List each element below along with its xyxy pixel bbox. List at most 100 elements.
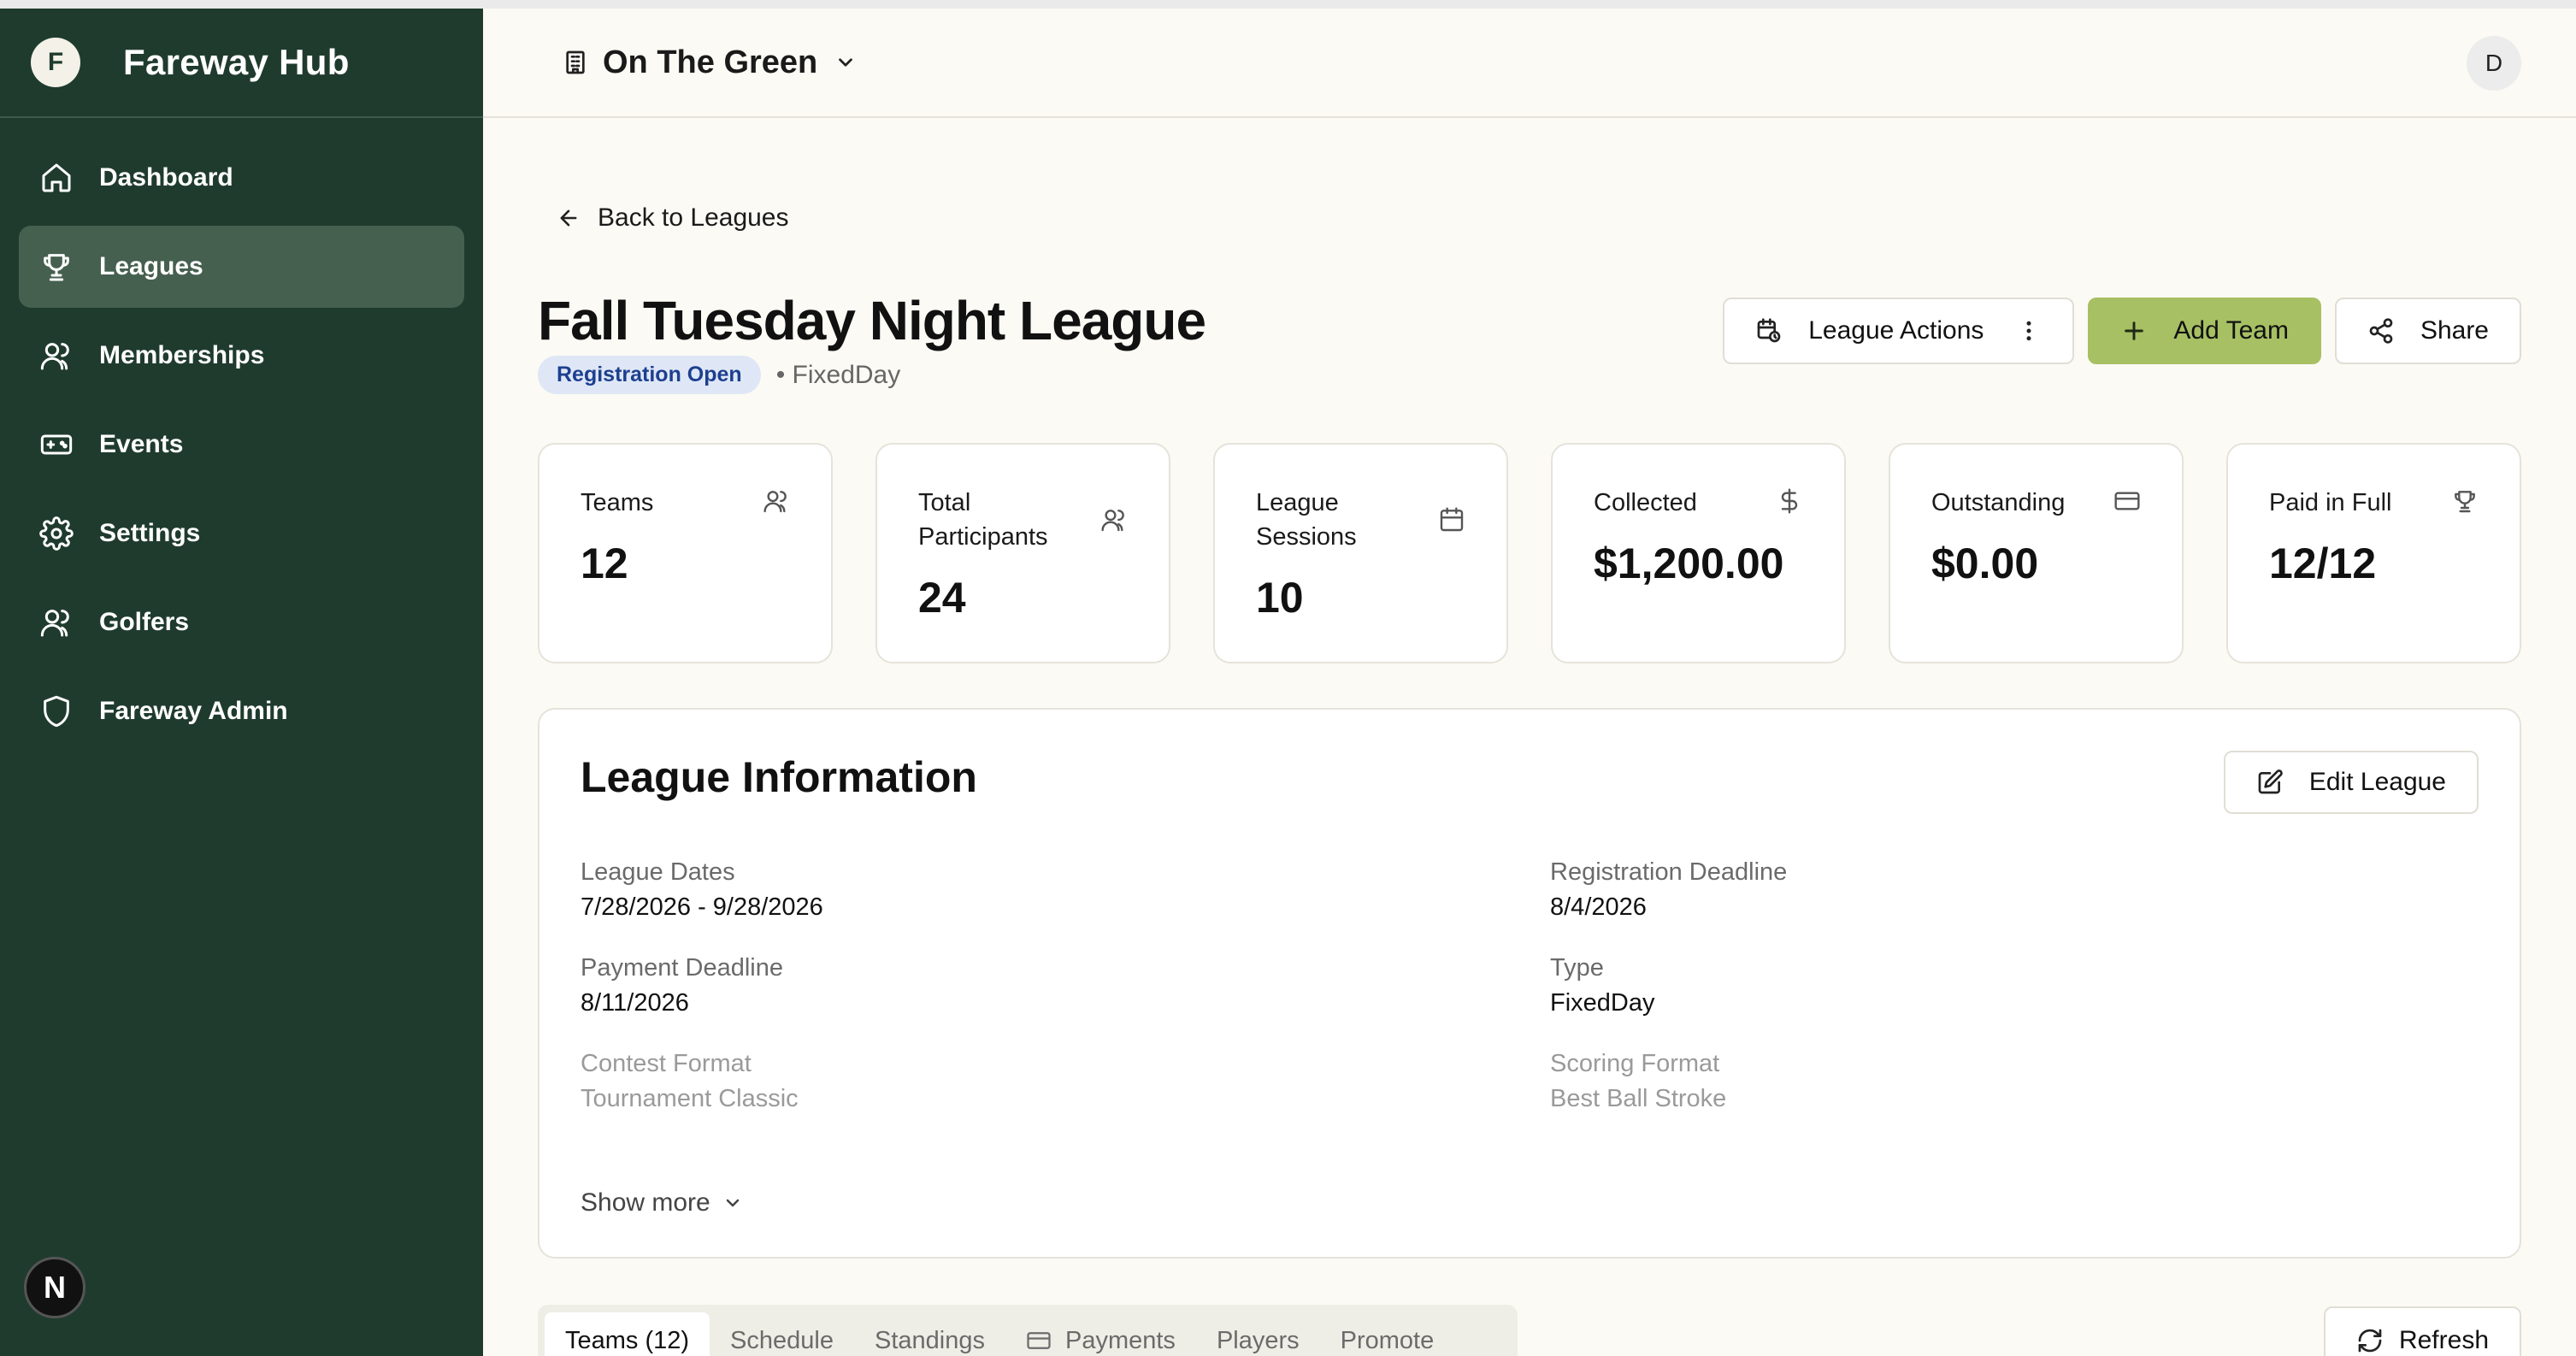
sidebar-item-golfers[interactable]: Golfers [19,581,464,663]
sidebar-item-leagues[interactable]: Leagues [19,226,464,308]
shield-icon [44,695,69,728]
league-actions-label: League Actions [1808,316,1984,345]
gear-icon [39,516,74,551]
sidebar-item-fareway-admin[interactable]: Fareway Admin [19,670,464,752]
refresh-label: Refresh [2398,1326,2489,1354]
sidebar-item-events[interactable]: Events [19,404,464,486]
org-name: On The Green [603,44,818,80]
status-badge: Registration Open [538,356,761,394]
tab-standings[interactable]: Standings [874,1326,985,1354]
dev-tools-badge[interactable]: N [24,1257,85,1318]
stat-value: $1,200.00 [1594,539,1784,587]
home-icon [42,163,71,192]
page-title: Fall Tuesday Night League [538,290,1206,351]
org-switcher[interactable]: On The Green [562,44,857,81]
sidebar-item-dashboard[interactable]: Dashboard [19,137,464,219]
field-value: 8/4/2026 [1550,893,1647,921]
field-league-dates: League Dates 7/28/2026 - 9/28/2026 [581,858,823,922]
stat-label: Teams [581,489,654,516]
back-link[interactable]: Back to Leagues [557,203,789,233]
sidebar-item-label: Fareway Admin [99,697,288,725]
stat-value: $0.00 [1931,539,2039,587]
show-more-label: Show more [581,1188,710,1217]
tab-label: Payments [1064,1326,1176,1354]
building-icon [566,50,585,74]
field-value: Best Ball Stroke [1550,1085,1727,1112]
league-information-title: League Information [581,753,977,801]
sidebar-item-label: Events [99,430,184,458]
field-label: Payment Deadline [581,954,783,982]
sidebar-nav: Dashboard Leagues Memberships Events Set… [0,118,483,752]
sidebar: F Fareway Hub Dashboard Leagues Membersh… [0,0,483,1356]
stat-value: 10 [1256,574,1304,622]
credit-card-icon [2114,492,2140,510]
field-label: Scoring Format [1550,1050,1720,1077]
credit-card-icon [1027,1332,1051,1349]
tab-players[interactable]: Players [1216,1326,1300,1354]
ticket-icon [40,434,73,455]
stat-card-paid-in-full: Paid in Full 12/12 [2226,443,2521,663]
edit-league-label: Edit League [2308,768,2446,796]
avatar[interactable]: D [2467,36,2521,91]
field-label: League Dates [581,858,735,886]
field-value: Tournament Classic [581,1085,799,1112]
topbar: On The Green D [483,9,2576,118]
edit-icon [2258,769,2283,794]
sidebar-item-memberships[interactable]: Memberships [19,315,464,397]
field-label: Contest Format [581,1050,752,1077]
field-contest-format: Contest Format Tournament Classic [581,1050,799,1113]
stat-card-league-sessions: League Sessions 10 [1213,443,1508,663]
field-type: Type FixedDay [1550,954,1655,1017]
sidebar-item-label: Leagues [99,252,203,280]
stat-label: Total Participants [918,489,1048,551]
plus-icon [2125,321,2144,340]
stat-label: Paid in Full [2269,489,2392,516]
league-type-tag: • FixedDay [775,360,901,389]
refresh-icon [2358,1329,2382,1353]
field-registration-deadline: Registration Deadline 8/4/2026 [1550,858,1787,922]
refresh-button[interactable]: Refresh [2323,1306,2521,1356]
sidebar-item-settings[interactable]: Settings [19,492,464,575]
users-icon [763,491,787,513]
dollar-icon [1781,488,1798,514]
league-tabs: Teams (12) Schedule Standings Payments P… [538,1305,1518,1356]
status-row: Registration Open • FixedDay [538,356,900,394]
league-actions-button[interactable]: League Actions [1723,298,2075,364]
stat-card-teams: Teams 12 [538,443,833,663]
add-team-label: Add Team [2173,316,2289,345]
users-icon [40,610,69,637]
edit-league-button[interactable]: Edit League [2223,751,2479,814]
sidebar-item-label: Memberships [99,341,265,369]
users-icon [1101,510,1124,532]
share-icon [2369,318,2393,344]
stats-row: Teams 12 Total Participants 24 League Se… [538,443,2521,663]
league-information-card: League Information Edit League League Da… [538,708,2521,1259]
brand[interactable]: F Fareway Hub [0,9,483,118]
back-link-label: Back to Leagues [598,203,789,232]
calendar-icon [1440,507,1464,532]
sidebar-item-label: Golfers [99,608,190,636]
stat-value: 24 [918,574,966,622]
calendar-clock-icon [1757,318,1781,343]
brand-name: Fareway Hub [123,42,350,82]
show-more-button[interactable]: Show more [581,1188,743,1217]
add-team-button[interactable]: Add Team [2088,298,2321,364]
trophy-icon [2455,491,2475,513]
field-scoring-format: Scoring Format Best Ball Stroke [1550,1050,1726,1113]
tab-teams[interactable]: Teams (12) [545,1312,710,1356]
field-label: Registration Deadline [1550,858,1788,886]
tab-payments[interactable]: Payments [1005,1312,1196,1356]
trophy-icon [44,254,69,281]
tab-promote[interactable]: Promote [1340,1326,1435,1354]
page-actions: League Actions Add Team Share [1723,298,2521,364]
tab-schedule[interactable]: Schedule [730,1326,834,1354]
stat-label: League Sessions [1256,489,1357,551]
main-area: On The Green D Back to Leagues Fall Tues… [483,0,2576,1356]
field-value: FixedDay [1550,989,1655,1017]
stat-label: Collected [1594,489,1697,516]
stat-value: 12/12 [2269,539,2377,587]
stat-card-collected: Collected $1,200.00 [1551,443,1846,663]
share-button[interactable]: Share [2334,298,2521,364]
stat-label: Outstanding [1931,489,2066,516]
more-vertical-icon [2026,321,2031,341]
